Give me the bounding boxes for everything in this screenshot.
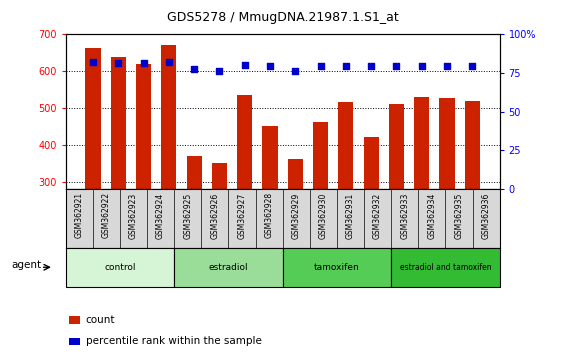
Bar [391,248,500,287]
Bar [111,57,126,189]
Bar [414,97,429,189]
Text: estradiol and tamoxifen: estradiol and tamoxifen [400,263,491,272]
Point [240,62,250,68]
Text: percentile rank within the sample: percentile rank within the sample [86,336,262,346]
Text: GSM362932: GSM362932 [373,192,382,239]
Text: control: control [104,263,136,272]
Bar [465,101,480,189]
Text: GSM362934: GSM362934 [427,192,436,239]
Bar [237,95,252,189]
Point [316,63,325,69]
Text: GSM362931: GSM362931 [346,192,355,239]
Text: GDS5278 / MmugDNA.21987.1.S1_at: GDS5278 / MmugDNA.21987.1.S1_at [167,11,399,24]
Bar [69,316,80,324]
Text: GSM362936: GSM362936 [481,192,490,239]
Bar [364,137,379,189]
Point [468,63,477,69]
Bar [212,163,227,189]
Text: GSM362922: GSM362922 [102,192,111,239]
Point [392,63,401,69]
Point [215,68,224,74]
Point [190,67,199,72]
Point [443,63,452,69]
Bar [86,48,100,189]
Bar [66,248,174,287]
Bar [338,102,353,189]
Point [291,68,300,74]
Text: GSM362929: GSM362929 [292,192,301,239]
Bar [136,64,151,189]
Bar [283,248,391,287]
Bar [69,338,80,345]
Text: GSM362930: GSM362930 [319,192,328,239]
Bar [440,98,455,189]
Bar [187,156,202,189]
Text: GSM362924: GSM362924 [156,192,165,239]
Point [164,59,174,64]
Text: tamoxifen: tamoxifen [314,263,360,272]
Text: GSM362921: GSM362921 [75,192,84,239]
Text: GSM362923: GSM362923 [129,192,138,239]
Bar [263,126,278,189]
Point [341,63,351,69]
Point [139,61,148,66]
Text: GSM362925: GSM362925 [183,192,192,239]
Point [417,63,427,69]
Text: GSM362933: GSM362933 [400,192,409,239]
Bar [161,46,176,189]
Text: GSM362935: GSM362935 [455,192,464,239]
Text: GSM362926: GSM362926 [210,192,219,239]
Point [114,61,123,66]
Text: GSM362928: GSM362928 [264,192,274,239]
Text: GSM362927: GSM362927 [238,192,247,239]
Bar [313,122,328,189]
Text: count: count [86,315,115,325]
Point [266,63,275,69]
Bar [288,159,303,189]
Text: estradiol: estradiol [208,263,248,272]
Point [89,59,98,64]
Bar [174,248,283,287]
Text: agent: agent [12,260,42,270]
Point [367,63,376,69]
Bar [389,104,404,189]
